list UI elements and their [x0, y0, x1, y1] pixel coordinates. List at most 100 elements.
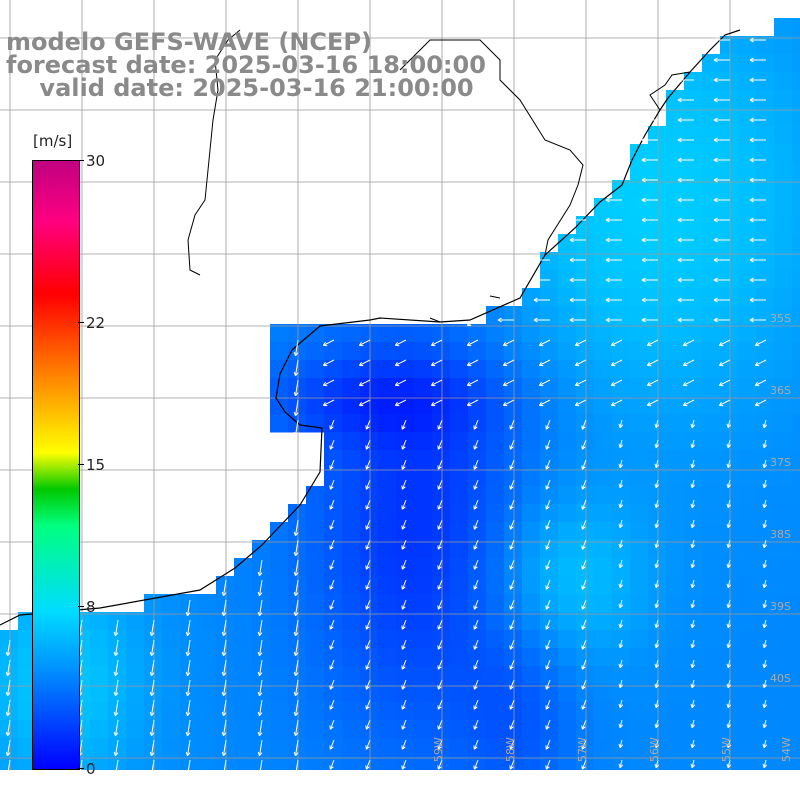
- field-cell: [504, 522, 523, 541]
- field-cell: [378, 468, 397, 487]
- field-cell: [522, 342, 541, 361]
- field-cell: [558, 468, 577, 487]
- field-cell: [756, 666, 775, 685]
- field-cell: [324, 342, 343, 361]
- field-cell: [450, 378, 469, 397]
- field-cell: [468, 702, 487, 721]
- field-cell: [612, 648, 631, 667]
- field-cell: [414, 630, 433, 649]
- wind-arrow: [677, 197, 694, 203]
- field-cell: [486, 666, 505, 685]
- field-cell: [684, 540, 703, 559]
- wind-arrow: [322, 339, 335, 347]
- field-cell: [630, 252, 649, 271]
- field-cell: [594, 504, 613, 523]
- field-cell: [414, 342, 433, 361]
- field-cell: [270, 414, 289, 433]
- field-cell: [702, 306, 721, 325]
- field-cell: [342, 540, 361, 559]
- field-cell: [648, 486, 667, 505]
- field-cell: [18, 756, 37, 775]
- field-cell: [414, 702, 433, 721]
- field-cell: [450, 576, 469, 595]
- wind-arrow: [726, 419, 732, 429]
- wind-arrow: [538, 379, 551, 387]
- field-cell: [360, 648, 379, 667]
- wind-arrow: [762, 619, 768, 629]
- field-cell: [792, 342, 800, 361]
- field-cell: [738, 216, 757, 235]
- wind-arrow: [654, 759, 660, 769]
- field-cell: [792, 468, 800, 487]
- field-cell: [756, 36, 775, 55]
- field-cell: [216, 666, 235, 685]
- field-cell: [630, 378, 649, 397]
- field-cell: [252, 720, 271, 739]
- field-cell: [702, 72, 721, 91]
- field-cell: [486, 684, 505, 703]
- wind-arrow: [690, 439, 696, 449]
- field-cell: [270, 720, 289, 739]
- field-cell: [720, 486, 739, 505]
- field-cell: [612, 504, 631, 523]
- wind-arrow: [641, 317, 658, 323]
- wind-arrow: [713, 277, 730, 283]
- field-cell: [594, 738, 613, 757]
- field-cell: [558, 306, 577, 325]
- field-cell: [792, 396, 800, 415]
- field-cell: [612, 342, 631, 361]
- field-cell: [594, 612, 613, 631]
- wind-arrow: [509, 599, 515, 610]
- field-cell: [540, 396, 559, 415]
- field-cell: [594, 630, 613, 649]
- wind-arrow: [569, 237, 586, 243]
- field-cell: [558, 684, 577, 703]
- wind-arrow: [749, 177, 766, 183]
- field-cell: [540, 702, 559, 721]
- wind-arrow: [437, 479, 443, 490]
- field-cell: [774, 612, 793, 631]
- field-cell: [234, 594, 253, 613]
- wind-arrow: [690, 639, 696, 649]
- wind-arrow: [762, 759, 768, 769]
- field-cell: [792, 252, 800, 271]
- field-cell: [684, 468, 703, 487]
- field-cell: [702, 180, 721, 199]
- field-cell: [450, 612, 469, 631]
- field-cell: [324, 666, 343, 685]
- field-cell: [522, 288, 541, 307]
- field-cell: [432, 468, 451, 487]
- wind-arrow: [473, 759, 479, 770]
- field-cell: [576, 270, 595, 289]
- field-cell: [792, 612, 800, 631]
- field-cell: [666, 90, 685, 109]
- field-cell: [792, 558, 800, 577]
- field-cell: [450, 342, 469, 361]
- wind-arrow: [113, 679, 119, 697]
- wind-arrow: [430, 379, 443, 387]
- field-cell: [774, 504, 793, 523]
- field-cell: [756, 234, 775, 253]
- wind-arrow: [437, 619, 443, 630]
- field-cell: [666, 360, 685, 379]
- field-cell: [612, 468, 631, 487]
- wind-arrow: [509, 739, 515, 750]
- lat-label: 39S: [770, 600, 791, 613]
- field-cell: [414, 468, 433, 487]
- field-cell: [162, 630, 181, 649]
- field-cell: [576, 306, 595, 325]
- wind-arrow: [149, 619, 155, 637]
- field-cell: [198, 630, 217, 649]
- wind-arrow: [641, 257, 658, 263]
- field-cell: [666, 486, 685, 505]
- field-cell: [288, 324, 307, 343]
- field-cell: [540, 360, 559, 379]
- field-cell: [756, 108, 775, 127]
- field-cell: [324, 648, 343, 667]
- field-cell: [630, 180, 649, 199]
- field-cell: [666, 738, 685, 757]
- field-cell: [522, 720, 541, 739]
- field-cell: [684, 144, 703, 163]
- field-cell: [594, 576, 613, 595]
